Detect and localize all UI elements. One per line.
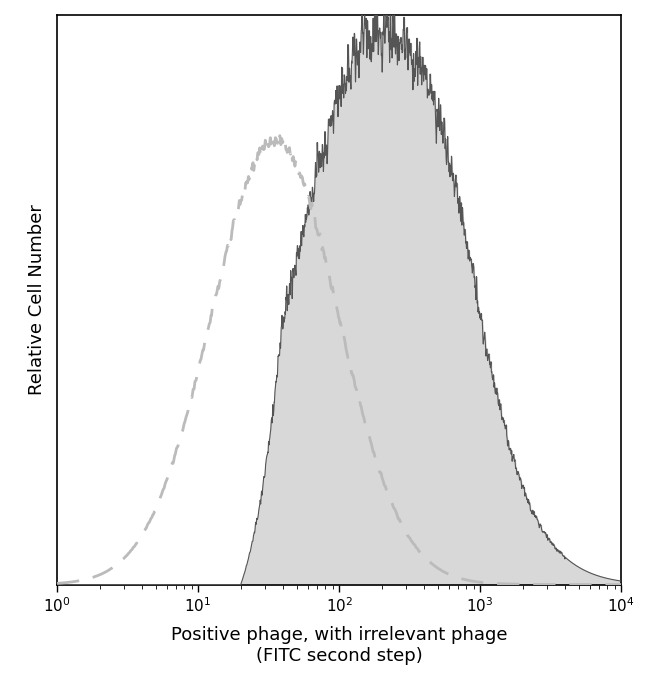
- Y-axis label: Relative Cell Number: Relative Cell Number: [28, 205, 46, 395]
- X-axis label: Positive phage, with irrelevant phage
(FITC second step): Positive phage, with irrelevant phage (F…: [171, 626, 508, 665]
